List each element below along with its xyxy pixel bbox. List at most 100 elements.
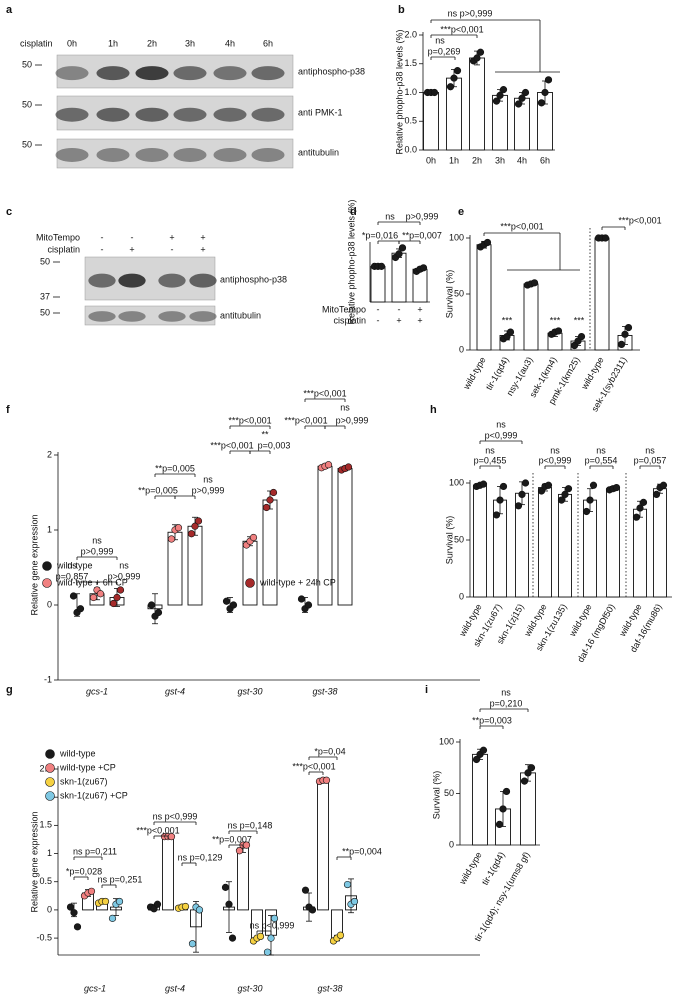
significance-label: p>0,999 [406,211,439,221]
significance-label: *** [574,315,585,325]
bar [472,753,488,846]
significance-label: **p=0,007 [402,230,442,240]
condition-label: MitoTempo [36,232,80,242]
data-point [473,54,481,62]
significance-label: *p=0,04 [314,746,345,756]
data-point [659,481,668,489]
data-point [527,764,536,772]
significance-label: ns p<0,999 [250,920,295,930]
blot-band [173,147,207,162]
data-point [636,504,644,512]
data-point [115,897,124,906]
data-point [267,934,275,942]
blot-band [55,107,89,122]
significance-label: *** [502,315,513,325]
blot-label: antiphospho-p38 [298,66,365,76]
significance-label: ns p=0,251 [98,874,143,884]
bar [633,508,647,598]
data-point [297,595,306,603]
bar [653,488,667,598]
data-point [66,903,75,911]
legend-label: wild-type [59,748,96,758]
data-point [472,755,481,764]
significance-label: ns [501,687,511,697]
y-tick-label: 1.5 [404,58,417,68]
legend-marker [45,763,55,773]
y-axis-label: Survival (%) [444,516,454,565]
significance-label: ns [645,445,655,455]
lane-label: 4h [225,38,235,48]
data-point [518,94,526,102]
legend-marker [45,777,55,787]
mw-label: 50 [40,256,50,266]
blot-label: antitubulin [220,310,261,320]
significance-label: ***p<0,001 [292,761,335,771]
data-point [483,238,492,247]
x-tick-label: gst-38 [317,983,342,993]
data-point [624,324,633,332]
data-point [191,522,199,530]
data-point [514,502,523,510]
panel-letter: h [430,404,437,416]
data-point [194,517,203,525]
data-point [495,820,504,829]
significance-label: **p=0,005 [155,463,195,473]
significance-label: ***p<0,001 [228,415,271,425]
x-tick-label: 1h [449,155,459,165]
legend-marker [45,791,55,801]
blot-band [96,107,130,122]
x-tick-label: gcs-1 [86,686,108,696]
data-point [154,608,163,617]
y-tick-label: 0.0 [404,144,417,154]
data-point [577,332,586,341]
bar [242,540,258,606]
data-point [101,897,110,906]
data-point [301,886,310,894]
data-point [430,88,439,97]
significance-label: *p=0,028 [66,866,102,876]
y-tick-label: 0 [459,591,464,601]
x-tick-label: 2h [472,155,482,165]
data-point [263,948,272,956]
significance-label: **p=0,003 [472,715,512,725]
blot-label: antitubulin [298,147,339,157]
data-point [612,483,621,492]
blot-band [189,273,217,288]
lane-label: 6h [263,38,273,48]
data-point [479,746,488,754]
significance-label: ***p<0,001 [500,221,543,231]
blot-band [135,66,169,81]
data-point [601,234,610,242]
x-tick-label: tir-1(qd4) [480,850,507,887]
significance-label: p>0,999 [108,571,141,581]
data-point [582,507,591,516]
legend-marker [45,749,55,759]
data-point [496,496,504,504]
y-tick-label: 100 [449,477,464,487]
significance-label: p<0,999 [485,430,518,440]
data-point [73,923,82,931]
data-point [87,887,96,895]
data-point [221,883,230,891]
significance-label: ns [92,535,102,545]
y-tick-label: -1 [44,674,52,684]
significance-label: p>0,999 [81,546,114,556]
panel-letter: g [6,684,13,696]
panel-letter: f [6,404,10,416]
x-tick-label: gst-30 [237,983,262,993]
x-tick-label: gst-38 [312,686,337,696]
data-point [235,847,244,855]
lane-label: 2h [147,38,157,48]
data-point [502,787,511,796]
bar [262,499,278,606]
blot-band [88,311,116,322]
x-row-label: cisplatin [333,315,366,325]
y-tick-label: 50 [454,534,464,544]
y-tick-label: 100 [449,232,464,242]
legend-marker [42,561,52,571]
data-point [167,535,176,543]
mw-label: 50 [22,139,32,149]
data-point [554,327,563,335]
lane-label: 3h [185,38,195,48]
data-point [343,880,352,889]
